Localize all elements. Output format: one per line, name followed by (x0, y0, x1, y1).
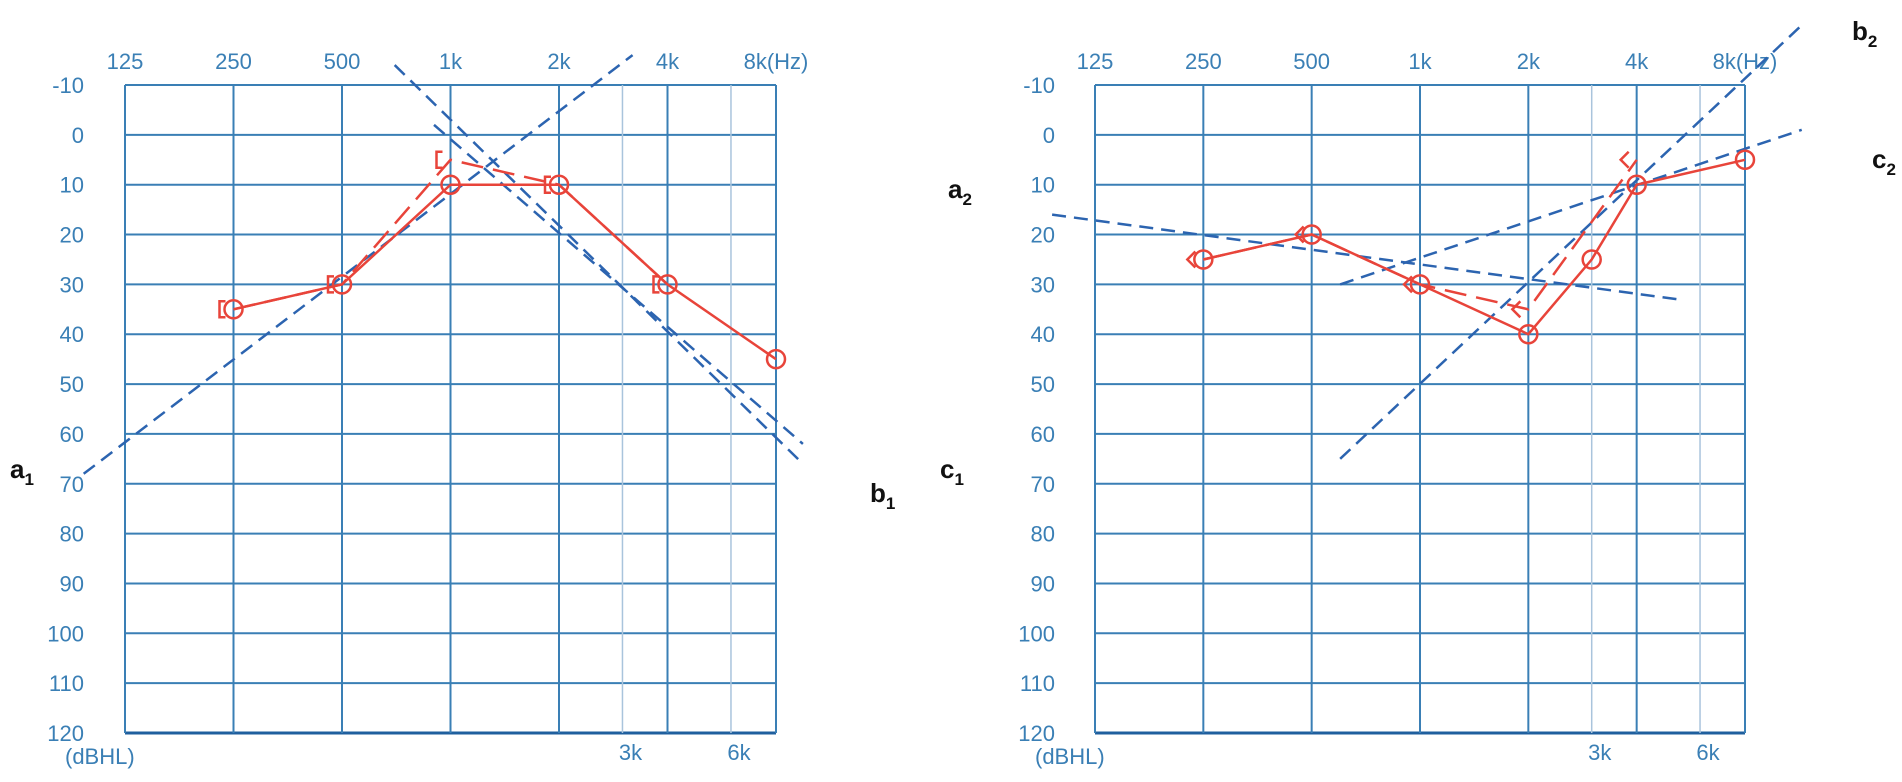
fit-line-c (433, 123, 804, 445)
data-point-circle (440, 174, 461, 195)
data-point-circle (657, 274, 678, 295)
data-point-circle (1301, 224, 1322, 245)
y-axis-unit-label: (dBHL) (1035, 744, 1105, 769)
x-tick-label: 1k (1408, 49, 1432, 74)
fit-line-a (1051, 213, 1678, 301)
series-line-1 (233, 183, 777, 361)
x-tick-label: 1k (439, 49, 463, 74)
y-tick-label: 60 (60, 422, 84, 447)
y-tick-label: 110 (1020, 671, 1055, 696)
x-tick-label: 500 (324, 49, 361, 74)
data-point-circle (1581, 249, 1602, 270)
fit-line-label-c: c1 (940, 454, 964, 489)
y-tick-label: 80 (60, 522, 84, 547)
x-tick-label-bottom: 3k (1588, 740, 1612, 765)
data-point-circle (1409, 274, 1431, 295)
data-point-circle (765, 348, 787, 370)
fit-line-label-a: a1 (10, 454, 34, 489)
y-axis-unit-label: (dBHL) (65, 744, 135, 769)
data-point-circle (548, 174, 570, 195)
series-line-2 (1203, 159, 1638, 311)
fit-line-c (1339, 128, 1803, 286)
data-point-chevron (1510, 300, 1522, 319)
series-line-1 (1203, 158, 1746, 336)
x-tick-label: 500 (1293, 49, 1330, 74)
y-tick-label: 20 (60, 223, 84, 248)
x-tick-label: 125 (107, 49, 144, 74)
series-line-2 (233, 158, 669, 311)
audiogram-panel-1: -10 0 10 20 30 40 50 60 70 80 90 100 110 120 125 250 500… (10, 49, 964, 769)
x-tick-label: 8k(Hz) (1713, 49, 1778, 74)
data-point-bracket (218, 300, 226, 319)
y-tick-label: 10 (60, 173, 84, 198)
y-tick-label: 40 (1031, 322, 1055, 347)
data-point-bracket (543, 175, 551, 194)
fit-line-b (1339, 24, 1803, 460)
y-tick-label: 60 (1031, 422, 1055, 447)
x-tick-label: 125 (1077, 49, 1114, 74)
data-point-chevron (1185, 250, 1197, 269)
y-tick-label: 0 (72, 123, 84, 148)
x-tick-label-bottom: 6k (1696, 740, 1720, 765)
data-point-bracket (326, 275, 334, 294)
fit-line-label-a: a2 (948, 174, 972, 209)
x-tick-label-bottom: 6k (727, 740, 751, 765)
fit-line-label-c: c2 (1872, 144, 1896, 179)
data-point-circle (1734, 149, 1756, 171)
x-tick-label: 8k(Hz) (744, 49, 809, 74)
y-tick-label: -10 (52, 73, 84, 98)
x-tick-label-bottom: 3k (619, 740, 643, 765)
x-tick-label: 2k (547, 49, 571, 74)
y-tick-label: 20 (1031, 223, 1055, 248)
fit-line-label-b: b2 (1852, 16, 1877, 51)
data-point-chevron (1402, 275, 1413, 294)
y-tick-label: 50 (60, 372, 84, 397)
y-tick-label: 90 (60, 571, 84, 596)
x-tick-label: 2k (1517, 49, 1541, 74)
y-tick-label: 120 (47, 721, 84, 746)
y-tick-label: 70 (60, 472, 84, 497)
fit-line-a (82, 54, 634, 475)
data-point-chevron (1618, 150, 1630, 169)
y-tick-label: 100 (1018, 621, 1055, 646)
data-point-circle (1193, 249, 1214, 270)
x-tick-label: 4k (656, 49, 680, 74)
fit-line-b (393, 64, 804, 465)
y-tick-label: 0 (1043, 123, 1055, 148)
data-point-circle (331, 274, 353, 295)
y-tick-label: 40 (60, 322, 84, 347)
y-tick-label: 10 (1031, 173, 1055, 198)
audiogram-panel-2: -10 0 10 20 30 40 50 60 70 80 90 100 110 120 125 250 500… (948, 16, 1896, 769)
y-tick-label: 80 (1031, 522, 1055, 547)
x-tick-label: 250 (215, 49, 252, 74)
x-tick-label: 250 (1185, 49, 1222, 74)
y-tick-label: -10 (1023, 73, 1055, 98)
data-point-circle (1626, 174, 1647, 195)
data-point-circle (223, 299, 244, 320)
y-tick-label: 30 (60, 272, 84, 297)
y-tick-label: 90 (1031, 571, 1055, 596)
y-tick-label: 50 (1031, 372, 1055, 397)
data-point-bracket (435, 150, 443, 170)
y-tick-label: 100 (47, 621, 84, 646)
y-tick-label: 70 (1031, 472, 1055, 497)
data-point-circle (1518, 323, 1539, 345)
y-tick-label: 110 (49, 671, 84, 696)
y-tick-label: 30 (1031, 272, 1055, 297)
x-tick-label: 4k (1625, 49, 1649, 74)
y-tick-label: 120 (1018, 721, 1055, 746)
fit-line-label-b: b1 (870, 478, 895, 513)
data-point-bracket (652, 275, 660, 294)
data-point-chevron (1293, 225, 1305, 244)
